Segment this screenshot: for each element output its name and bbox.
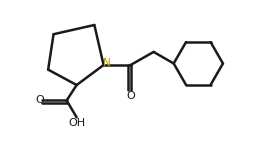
Text: N: N	[103, 58, 111, 69]
Text: O: O	[126, 91, 135, 101]
Text: O: O	[35, 95, 44, 105]
Text: OH: OH	[68, 118, 85, 128]
